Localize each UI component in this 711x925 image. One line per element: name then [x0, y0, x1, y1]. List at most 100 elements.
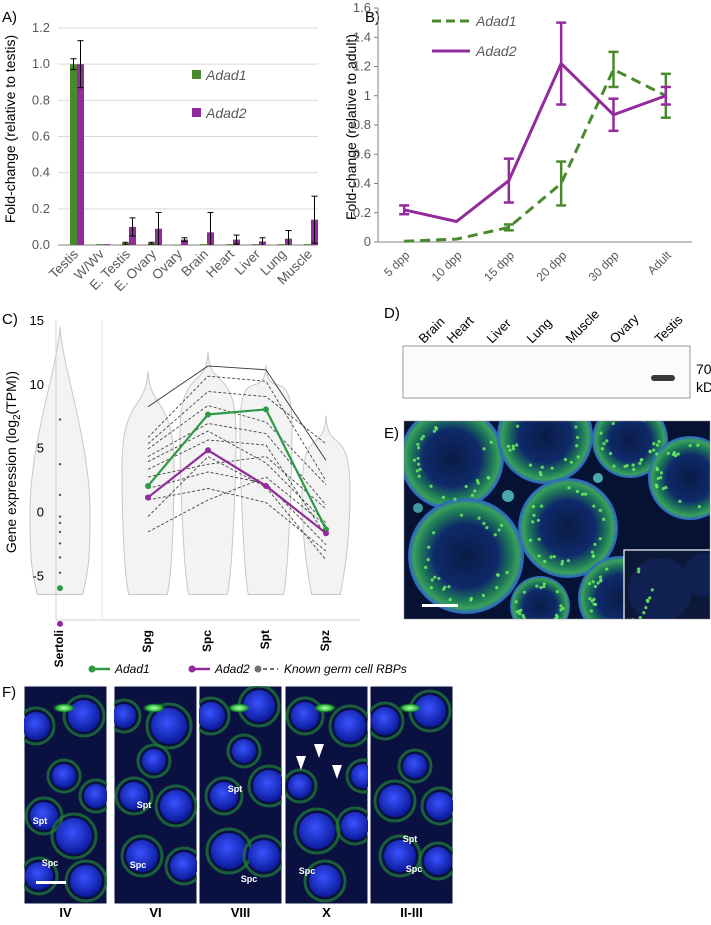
f-nucleus: [30, 802, 58, 830]
c-line-adad2: [147, 448, 327, 535]
f-nucleus: [414, 695, 446, 727]
e-germ-cell: [519, 608, 523, 612]
c-point-adad2: [205, 447, 211, 454]
e-germ-cell: [598, 508, 602, 512]
e-germ-cell: [540, 504, 544, 508]
panel-c: C) Gene expression (log2(TPM)) -5051015 …: [2, 311, 407, 676]
b-legend: Adad1 Adad2: [432, 13, 517, 59]
c-violin: [239, 364, 293, 595]
f-stage-panel: Spt Spc: [369, 685, 454, 905]
e-germ-cell: [623, 411, 626, 414]
e-germ-cell: [427, 545, 431, 549]
e-germ-cell: [531, 520, 535, 524]
e-germ-cell: [592, 504, 596, 508]
c-rbp-line: [147, 476, 327, 533]
f-cytoplasm-signal: [120, 834, 164, 878]
c-rbp-line: [147, 405, 327, 485]
a-bar-adad1: [304, 244, 311, 245]
c-x-tick-labels: Sertoli Spg Spc Spt Spz: [52, 630, 332, 668]
e-germ-cell: [432, 429, 436, 433]
c-point-adad2: [323, 530, 329, 537]
e-germ-cell: [559, 604, 563, 608]
e-germ-cell: [648, 450, 652, 454]
a-grid: 0.0 0.2 0.4 0.6 0.8 1.0 1.2: [32, 20, 318, 252]
f-cell-label: Spc: [42, 858, 59, 868]
e-germ-cell: [632, 467, 636, 472]
a-bar-adad1: [252, 244, 259, 245]
e-germ-cell: [644, 606, 648, 610]
e-germ-cell: [575, 435, 580, 440]
e-germ-cell: [549, 555, 553, 559]
e-germ-cell: [600, 447, 604, 451]
b-ylabel: Fold-change (relative to adult): [343, 34, 359, 220]
f-bright-signal: [227, 703, 251, 713]
e-germ-cell: [475, 478, 480, 483]
b-line-adad2: [403, 60, 667, 224]
e-germ-cell: [434, 426, 438, 430]
e-germ-cell: [648, 596, 652, 600]
a-legend-swatch-adad2: [192, 108, 201, 117]
c-legend-marker-adad2: [188, 665, 196, 673]
a-y-tick-label: 0.8: [32, 92, 50, 107]
c-legend-marker-rbp: [254, 665, 262, 673]
e-germ-cell: [612, 413, 615, 416]
e-germ-cell: [497, 528, 501, 532]
e-germ-cell: [561, 606, 565, 611]
e-germ-cell: [638, 461, 642, 465]
panel-label-d: D): [384, 305, 400, 322]
e-germ-cell: [666, 451, 670, 455]
f-nucleus: [142, 749, 166, 773]
f-cytoplasm-signal: [285, 696, 325, 736]
b-x-tick-label: Adult: [645, 248, 675, 278]
c-legend-label-adad2: Adad2: [214, 662, 250, 676]
e-micrograph-border: [403, 420, 711, 620]
e-germ-cell: [664, 485, 668, 490]
c-rbp-line: [147, 422, 327, 506]
e-germ-cell: [576, 455, 580, 459]
c-violins: [29, 326, 351, 595]
e-germ-cell: [522, 616, 526, 619]
b-y-tick-label: 0.8: [353, 117, 371, 132]
panel-f: F) Spt Spc IV Spt Spc VI Spt Spc VIII Spc X Spt Spc I…: [2, 684, 454, 920]
c-point-adad2: [263, 482, 269, 489]
e-germ-cell: [574, 425, 578, 429]
e-germ-cell: [611, 421, 615, 426]
f-cytoplasm-signal: [303, 859, 347, 903]
e-germ-cell: [515, 417, 518, 420]
a-bar-adad2: [77, 64, 84, 246]
e-germ-cell: [637, 570, 641, 574]
b-y-tick-label: 0: [364, 234, 371, 249]
c-point-adad1: [205, 411, 211, 418]
e-germ-cell: [524, 622, 527, 625]
c-legend: Adad1 Adad2 Known germ cell RBPs: [88, 662, 407, 676]
e-germ-cell: [688, 443, 692, 448]
f-cytoplasm-signal: [78, 778, 107, 814]
b-series: [399, 21, 671, 243]
b-axes: 0 0.2 0.4 0.6 0.8 1 1.2 1.4 1.6: [353, 0, 692, 249]
e-germ-cell: [657, 439, 661, 444]
d-lane-label: Lung: [524, 315, 555, 346]
c-axes: -5 0 5 10 15: [30, 313, 360, 621]
e-germ-cell: [508, 448, 512, 452]
f-nucleus: [384, 840, 416, 872]
panel-label-a: A): [2, 9, 17, 26]
e-germ-cell: [638, 615, 642, 619]
f-nucleus: [199, 702, 225, 730]
e-germ-cell: [550, 466, 554, 470]
e-germ-cell: [593, 542, 597, 547]
panel-b: B) Fold-change (relative to adult) 00.20…: [343, 0, 692, 284]
c-point-adad2: [57, 620, 63, 627]
c-x-tick-label: Sertoli: [52, 630, 66, 667]
c-x-tick-label: Spg: [140, 630, 154, 653]
e-germ-cell: [673, 454, 678, 458]
e-germ-cell: [568, 404, 571, 407]
e-germ-cell: [551, 621, 554, 624]
e-germ-cell: [412, 458, 417, 462]
f-cytoplasm-signal: [24, 706, 56, 746]
f-nucleus: [120, 782, 148, 810]
d-lane-label: Heart: [444, 313, 477, 346]
e-germ-cell: [453, 497, 457, 501]
f-nucleus: [291, 702, 319, 730]
e-tubule: [510, 576, 570, 619]
